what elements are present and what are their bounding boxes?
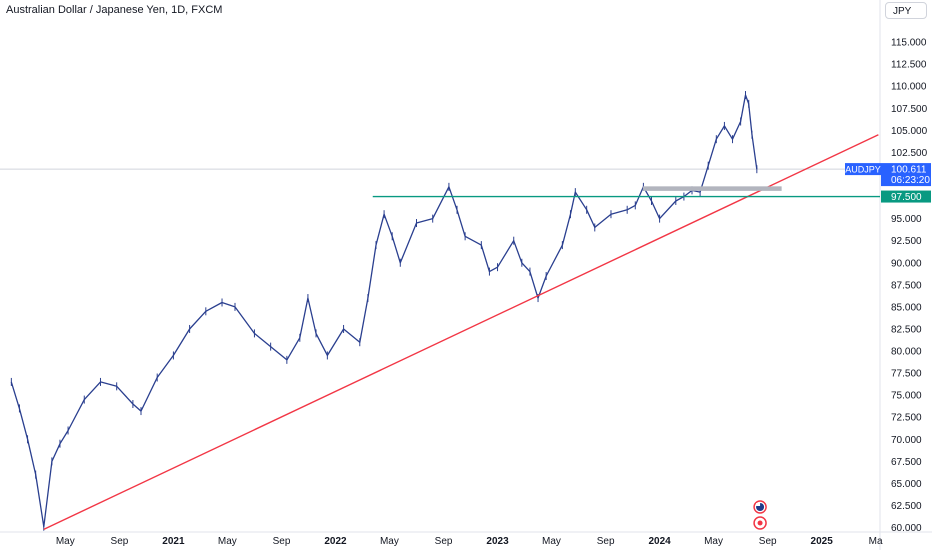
japan-flag-icon [753,516,767,530]
x-tick-label: Sep [273,536,291,547]
x-tick-label: May [380,536,399,547]
y-tick-label: 62.500 [891,501,922,512]
y-tick-label: 107.500 [891,104,928,115]
y-tick-label: 85.000 [891,302,922,313]
y-tick-label: 90.000 [891,258,922,269]
y-tick-label: 75.000 [891,391,922,402]
y-tick-label: 77.500 [891,369,922,380]
support-tag-bg [881,190,931,203]
x-tick-label: May [704,536,723,547]
y-tick-label: 110.000 [891,82,927,93]
x-tick-label: 2022 [324,536,347,547]
y-tick-label: 60.000 [891,523,922,534]
y-tick-label: 92.500 [891,236,922,247]
symbol-tag: AUDJPY [845,165,881,175]
x-tick-label: May [542,536,561,547]
x-tick-label: Sep [111,536,129,547]
chart-title: Australian Dollar / Japanese Yen, 1D, FX… [6,4,223,16]
y-tick-label: 82.500 [891,324,922,335]
y-tick-label: 115.000 [891,38,927,49]
australia-flag-icon [753,500,767,514]
price-tag-bg [881,163,931,187]
x-tick-label: May [56,536,75,547]
y-tick-label: 112.500 [891,60,927,71]
y-tick-label: 67.500 [891,457,922,468]
y-tick-label: 65.000 [891,479,922,490]
x-tick-label: May [218,536,237,547]
x-tick-label: Sep [597,536,615,547]
countdown-label: 06:23:20 [891,175,930,186]
resistance-zone [642,186,782,191]
currency-button[interactable]: JPY [885,2,927,19]
x-tick-label: Sep [435,536,453,547]
x-tick-label: Ma [869,536,883,547]
x-tick-label: 2024 [648,536,671,547]
symbol-tag-bg [845,163,881,176]
y-tick-label: 80.000 [891,347,922,358]
y-tick-label: 70.000 [891,435,922,446]
trendline [43,134,879,530]
x-tick-label: 2023 [486,536,509,547]
support-level-label: 97.500 [891,192,922,203]
y-tick-label: 102.500 [891,148,928,159]
x-tick-label: Sep [759,536,777,547]
y-tick-label: 72.500 [891,413,922,424]
x-tick-label: 2025 [811,536,834,547]
x-tick-label: 2021 [162,536,185,547]
y-tick-label: 105.000 [891,126,928,137]
y-tick-label: 95.000 [891,214,922,225]
last-price-label: 100.611 [891,165,927,176]
y-tick-label: 87.500 [891,280,922,291]
price-series-line [10,94,758,528]
